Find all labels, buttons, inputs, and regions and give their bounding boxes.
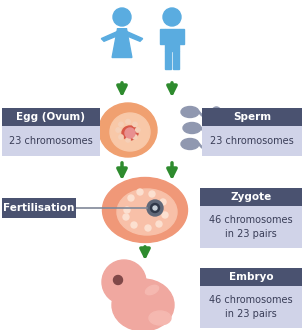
Circle shape xyxy=(149,191,155,197)
FancyBboxPatch shape xyxy=(2,126,100,156)
FancyBboxPatch shape xyxy=(202,126,302,156)
FancyBboxPatch shape xyxy=(200,206,302,248)
Text: 46 chromosomes
in 23 pairs: 46 chromosomes in 23 pairs xyxy=(209,215,293,239)
Ellipse shape xyxy=(99,103,157,157)
Circle shape xyxy=(145,225,151,231)
Circle shape xyxy=(123,214,129,220)
Circle shape xyxy=(119,122,123,127)
Circle shape xyxy=(133,122,137,127)
Circle shape xyxy=(102,260,146,304)
Circle shape xyxy=(160,199,166,205)
Circle shape xyxy=(137,189,143,195)
Text: Embryo: Embryo xyxy=(229,272,273,282)
Ellipse shape xyxy=(145,285,159,295)
FancyBboxPatch shape xyxy=(200,188,302,206)
Circle shape xyxy=(153,206,157,210)
Text: 23 chromosomes: 23 chromosomes xyxy=(9,136,93,146)
Ellipse shape xyxy=(110,113,150,151)
Circle shape xyxy=(162,212,168,218)
Circle shape xyxy=(124,207,130,213)
FancyBboxPatch shape xyxy=(174,51,179,69)
Circle shape xyxy=(147,200,163,216)
Circle shape xyxy=(133,135,137,139)
Circle shape xyxy=(126,119,130,124)
FancyBboxPatch shape xyxy=(2,108,100,126)
Circle shape xyxy=(131,222,137,228)
FancyBboxPatch shape xyxy=(165,51,171,69)
Polygon shape xyxy=(112,29,132,57)
Circle shape xyxy=(156,221,162,227)
Circle shape xyxy=(126,138,130,142)
Ellipse shape xyxy=(122,126,138,140)
Ellipse shape xyxy=(181,139,199,149)
Ellipse shape xyxy=(112,279,174,330)
Ellipse shape xyxy=(183,122,201,134)
Text: Egg (Ovum): Egg (Ovum) xyxy=(16,112,85,122)
Ellipse shape xyxy=(117,189,177,235)
FancyBboxPatch shape xyxy=(165,29,179,51)
FancyBboxPatch shape xyxy=(179,29,184,45)
Text: 46 chromosomes
in 23 pairs: 46 chromosomes in 23 pairs xyxy=(209,295,293,319)
Circle shape xyxy=(150,204,160,213)
FancyBboxPatch shape xyxy=(2,198,76,218)
Circle shape xyxy=(136,128,140,132)
Circle shape xyxy=(113,276,123,284)
Ellipse shape xyxy=(149,311,171,325)
Polygon shape xyxy=(101,31,119,41)
FancyBboxPatch shape xyxy=(200,286,302,328)
Circle shape xyxy=(119,135,123,139)
Text: Fertilisation: Fertilisation xyxy=(3,203,75,213)
Circle shape xyxy=(163,8,181,26)
Circle shape xyxy=(116,128,120,132)
Text: Sperm: Sperm xyxy=(233,112,271,122)
Ellipse shape xyxy=(102,178,188,243)
Circle shape xyxy=(128,195,134,201)
FancyBboxPatch shape xyxy=(202,108,302,126)
Text: 23 chromosomes: 23 chromosomes xyxy=(210,136,294,146)
FancyBboxPatch shape xyxy=(160,29,165,45)
Ellipse shape xyxy=(181,107,199,117)
FancyBboxPatch shape xyxy=(200,268,302,286)
Circle shape xyxy=(113,8,131,26)
Circle shape xyxy=(125,128,135,138)
Text: Zygote: Zygote xyxy=(230,192,272,202)
Polygon shape xyxy=(125,31,143,41)
